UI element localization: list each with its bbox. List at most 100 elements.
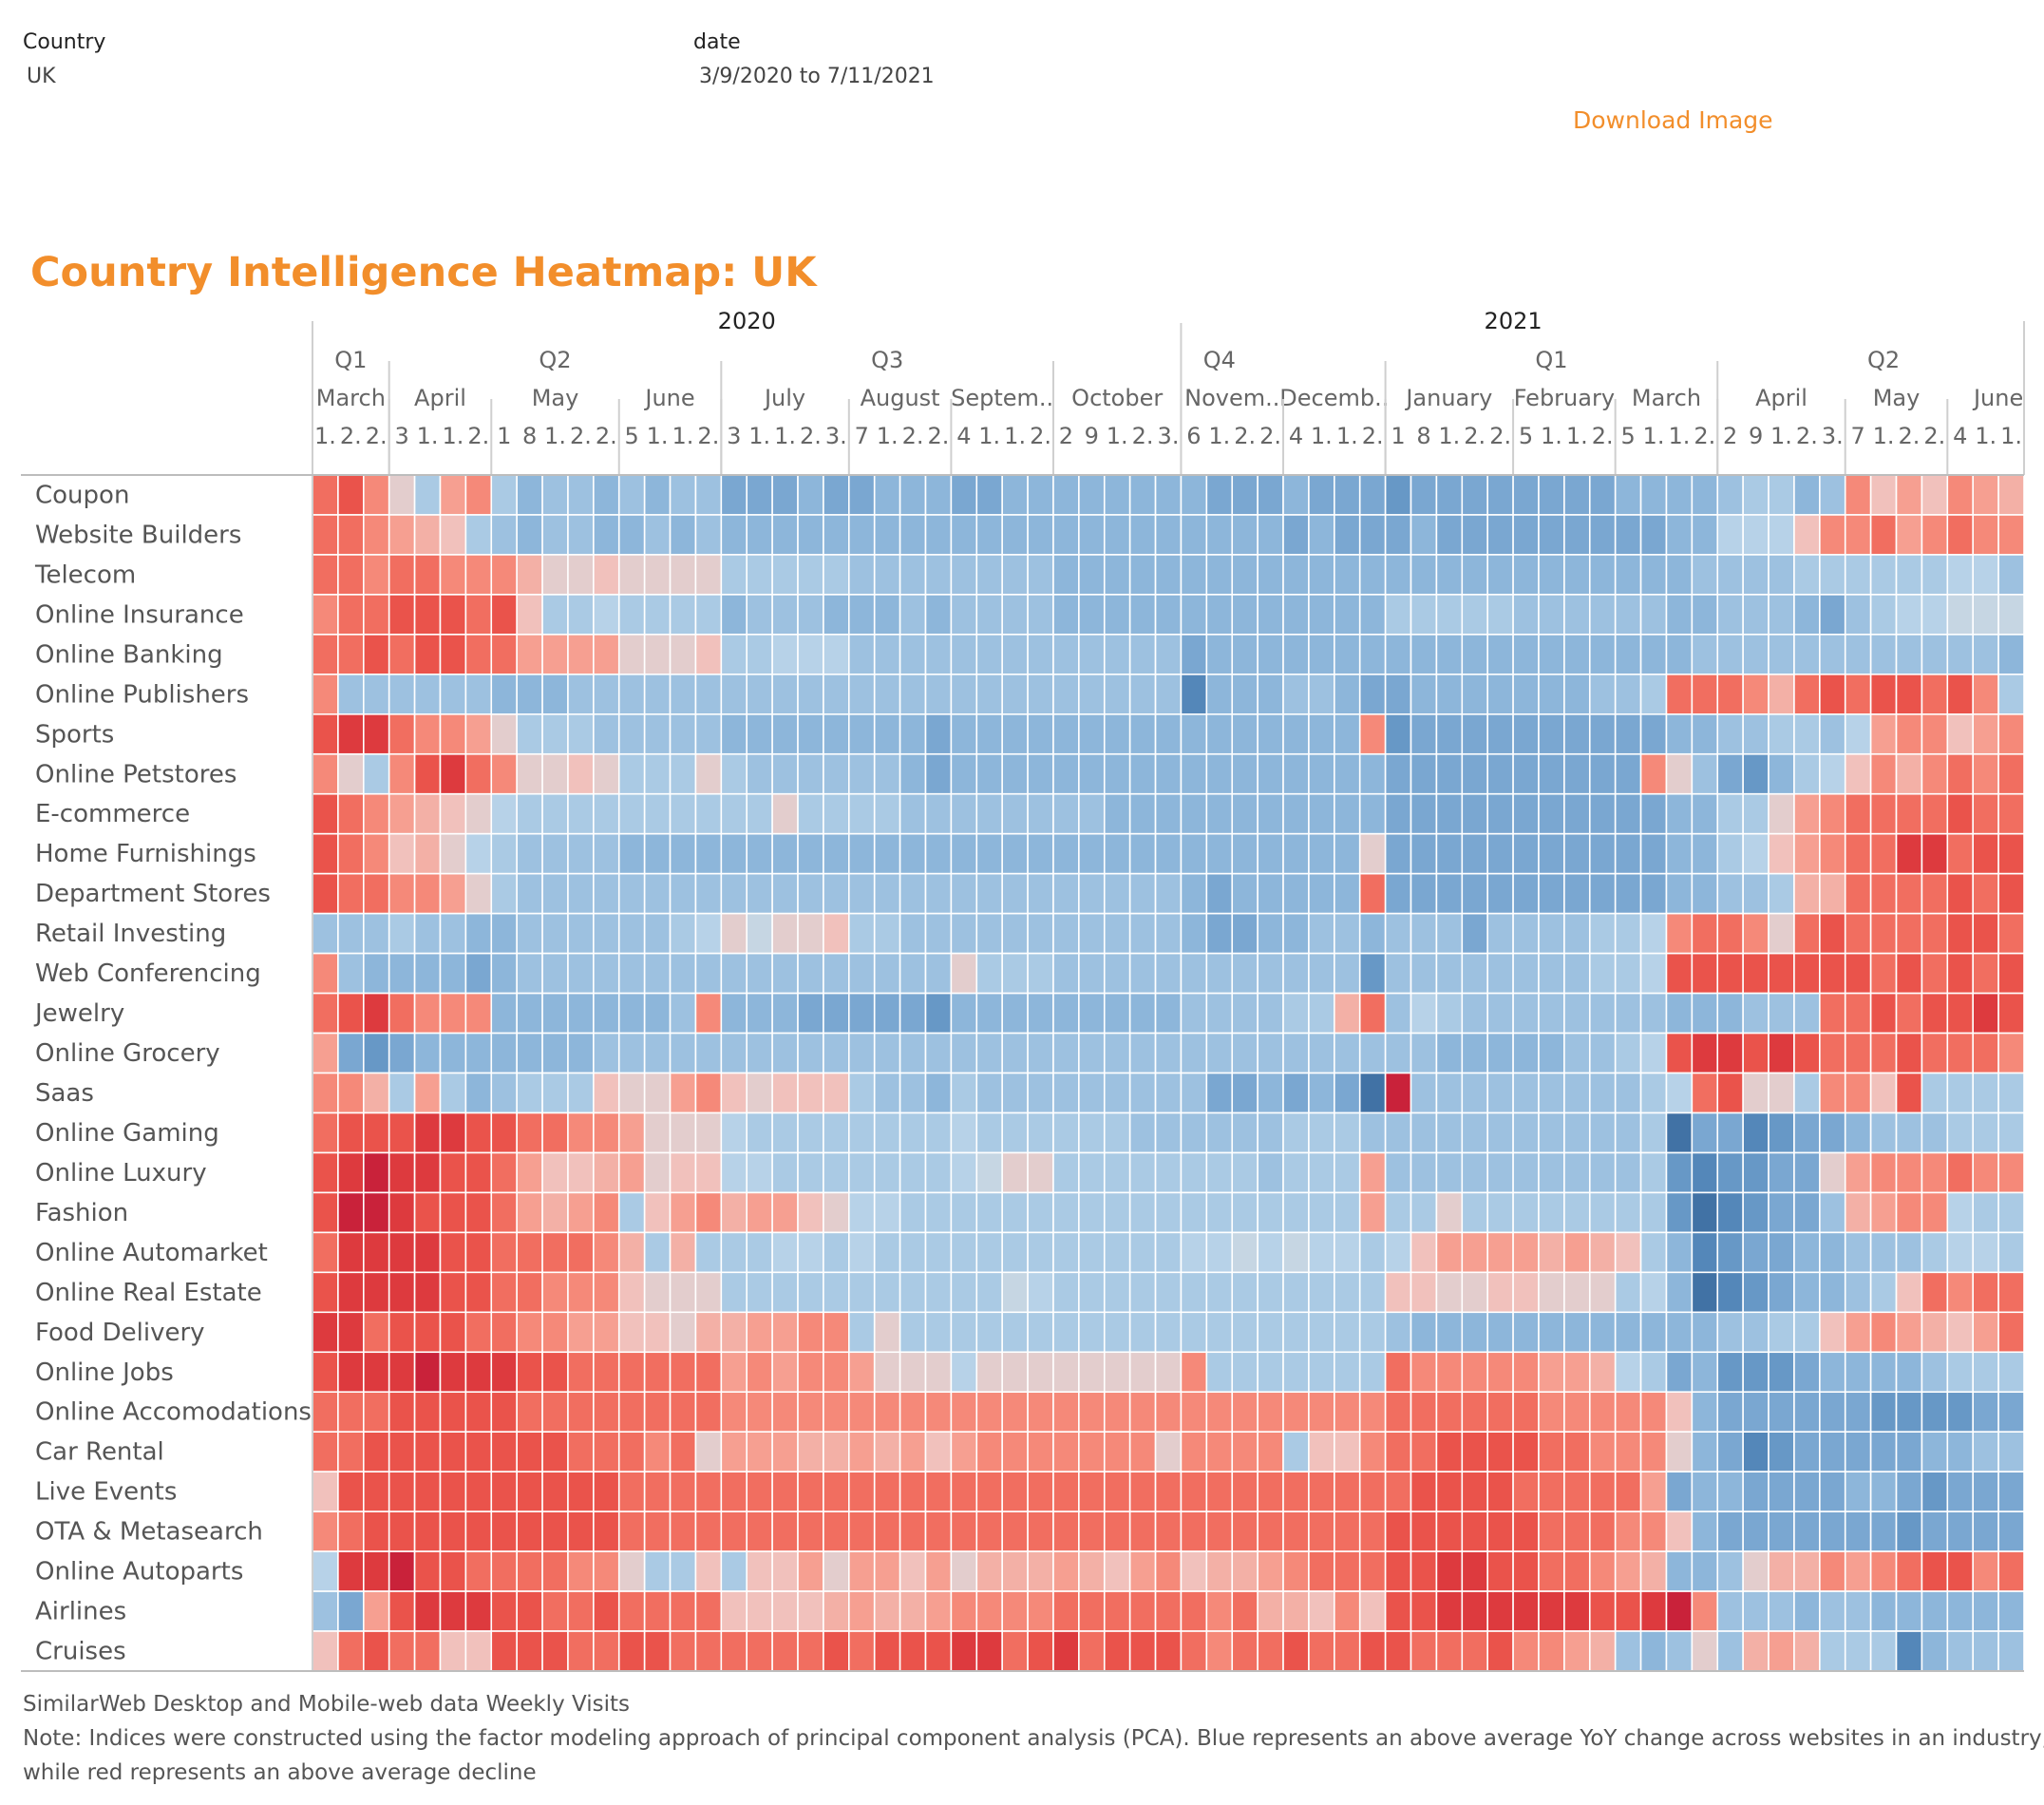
heatmap-cell bbox=[746, 872, 773, 915]
heatmap-cell bbox=[694, 1550, 723, 1592]
heatmap-cell bbox=[1691, 1550, 1719, 1592]
heatmap-cell bbox=[1231, 1151, 1259, 1194]
heatmap-cell bbox=[1997, 1431, 2025, 1472]
heatmap-cell bbox=[1154, 594, 1183, 636]
heatmap-cell bbox=[617, 1431, 646, 1472]
heatmap-cell bbox=[1538, 1431, 1565, 1472]
heatmap-cell bbox=[541, 594, 569, 636]
heatmap-cell bbox=[1639, 514, 1668, 556]
heatmap-cell bbox=[1869, 1630, 1898, 1672]
week-label: 1. bbox=[544, 423, 566, 449]
heatmap-cell bbox=[746, 952, 773, 995]
heatmap-cell bbox=[746, 1072, 773, 1114]
heatmap-cell bbox=[388, 1550, 416, 1592]
heatmap-cell bbox=[1435, 1351, 1464, 1394]
heatmap-cell bbox=[797, 1311, 824, 1354]
heatmap-cell bbox=[1563, 674, 1591, 715]
heatmap-cell bbox=[746, 1311, 773, 1354]
heatmap-cell bbox=[1257, 514, 1284, 556]
heatmap-cell bbox=[1078, 1072, 1106, 1114]
heatmap-cell bbox=[1205, 634, 1234, 675]
heatmap-cell bbox=[567, 1151, 595, 1194]
heatmap-cell bbox=[1410, 594, 1438, 636]
heatmap-cell bbox=[771, 912, 799, 955]
heatmap-cell bbox=[1716, 872, 1744, 915]
heatmap-cell bbox=[1639, 1231, 1668, 1274]
heatmap-cell bbox=[1282, 832, 1310, 875]
row-label: Online Autoparts bbox=[35, 1558, 243, 1586]
heatmap-cell bbox=[1997, 1471, 2025, 1512]
heatmap-cell bbox=[848, 674, 876, 715]
heatmap-cell bbox=[669, 712, 697, 755]
heatmap-cell bbox=[1435, 514, 1464, 556]
row-label: Car Rental bbox=[35, 1438, 164, 1467]
heatmap-cell bbox=[1154, 634, 1183, 675]
heatmap-cell bbox=[362, 792, 390, 835]
heatmap-cell bbox=[1742, 832, 1770, 875]
heatmap-cell bbox=[1972, 792, 1999, 835]
heatmap-cell bbox=[1819, 1391, 1846, 1433]
heatmap-cell bbox=[1103, 1032, 1131, 1074]
heatmap-cell bbox=[1384, 1231, 1412, 1274]
heatmap-cell bbox=[950, 1032, 978, 1074]
download-image-link[interactable]: Download Image bbox=[1573, 106, 1773, 134]
heatmap-cell bbox=[1588, 1550, 1617, 1592]
heatmap-cell bbox=[413, 514, 442, 556]
week-label: 1 bbox=[1391, 423, 1405, 449]
country-filter-value[interactable]: UK bbox=[27, 65, 56, 88]
heatmap-cell bbox=[694, 1351, 723, 1394]
heatmap-cell bbox=[1665, 1231, 1694, 1274]
heatmap-cell bbox=[1742, 1550, 1770, 1592]
heatmap-cell bbox=[1563, 1032, 1591, 1074]
heatmap-cell bbox=[593, 712, 620, 755]
heatmap-cell bbox=[1103, 1271, 1131, 1314]
heatmap-cell bbox=[490, 912, 518, 955]
heatmap-cell bbox=[1742, 1510, 1770, 1552]
heatmap-cell bbox=[1639, 832, 1668, 875]
heatmap-cell bbox=[1844, 634, 1872, 675]
heatmap-cell bbox=[1716, 1590, 1744, 1632]
heatmap-cell bbox=[924, 1351, 953, 1394]
heatmap-cell bbox=[1793, 1112, 1821, 1154]
heatmap-cell bbox=[797, 912, 824, 955]
heatmap-cell bbox=[1869, 1510, 1898, 1552]
date-filter-value[interactable]: 3/9/2020 to 7/11/2021 bbox=[699, 65, 935, 88]
heatmap-cell bbox=[312, 594, 339, 636]
heatmap-cell bbox=[1027, 872, 1054, 915]
heatmap-cell bbox=[1819, 1471, 1846, 1512]
week-label: 2. bbox=[1923, 423, 1945, 449]
heatmap-cell bbox=[1308, 1431, 1335, 1472]
heatmap-cell bbox=[312, 1550, 339, 1592]
heatmap-cell bbox=[975, 1471, 1003, 1512]
heatmap-cell bbox=[1691, 872, 1719, 915]
heatmap-cell bbox=[1358, 1032, 1387, 1074]
heatmap-cell bbox=[593, 634, 620, 675]
heatmap-cell bbox=[1639, 792, 1668, 835]
heatmap-cell bbox=[1793, 1431, 1821, 1472]
heatmap-cell bbox=[490, 872, 518, 915]
heatmap-cell bbox=[1869, 1072, 1898, 1114]
heatmap-cell bbox=[1639, 752, 1668, 795]
heatmap-cell bbox=[1078, 712, 1106, 755]
heatmap-cell bbox=[1768, 1471, 1795, 1512]
heatmap-cell bbox=[924, 514, 953, 556]
heatmap-cell bbox=[1461, 1550, 1489, 1592]
heatmap-cell bbox=[1001, 1271, 1029, 1314]
heatmap-cell bbox=[1410, 1550, 1438, 1592]
heatmap-cell bbox=[337, 1271, 365, 1314]
heatmap-cell bbox=[1538, 634, 1565, 675]
heatmap-cell bbox=[694, 1151, 723, 1194]
heatmap-cell bbox=[1257, 712, 1284, 755]
heatmap-cell bbox=[1461, 474, 1489, 516]
heatmap-cell bbox=[1461, 1311, 1489, 1354]
heatmap-cell bbox=[694, 1311, 723, 1354]
heatmap-cell bbox=[1461, 1351, 1489, 1394]
heatmap-cell bbox=[1128, 1471, 1157, 1512]
heatmap-cell bbox=[1435, 792, 1464, 835]
heatmap-cell bbox=[1180, 1590, 1208, 1632]
heatmap-cell bbox=[1052, 792, 1080, 835]
week-label: 1. bbox=[1873, 423, 1895, 449]
heatmap-cell bbox=[720, 1151, 748, 1194]
heatmap-cell bbox=[490, 1112, 518, 1154]
heatmap-cell bbox=[413, 1550, 442, 1592]
